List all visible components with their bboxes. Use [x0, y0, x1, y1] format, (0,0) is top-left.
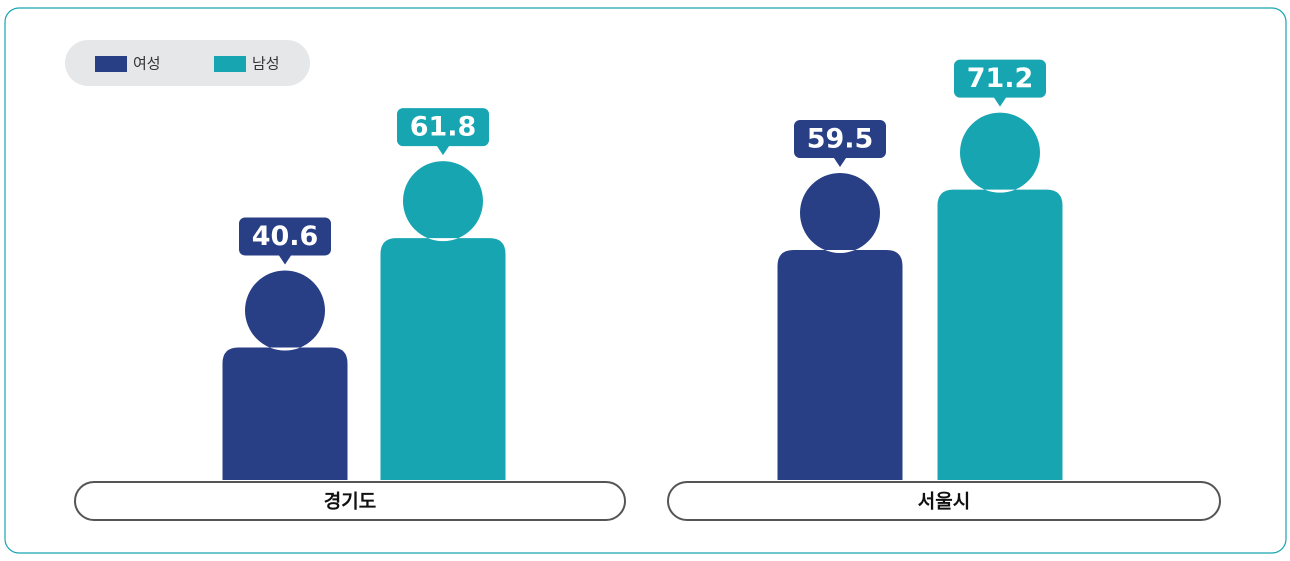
category-label: 서울시	[918, 491, 970, 513]
figure-bar	[222, 270, 348, 480]
value-bubble	[239, 217, 331, 265]
value-label: 61.8	[410, 112, 477, 143]
frame	[4, 7, 1287, 554]
value-label: 40.6	[252, 221, 319, 252]
legend-label: 여성	[133, 55, 161, 73]
value-bubble	[794, 119, 886, 167]
value-label: 59.5	[807, 123, 874, 154]
category-pill	[74, 481, 626, 521]
legend-label: 남성	[252, 55, 280, 73]
figure-bar	[937, 112, 1063, 480]
legend-swatch	[214, 56, 246, 72]
legend-box	[65, 40, 310, 86]
value-label: 71.2	[967, 63, 1034, 94]
category-pill	[667, 481, 1221, 521]
legend-swatch	[95, 56, 127, 72]
category-label: 경기도	[324, 491, 376, 513]
figure-bar	[777, 172, 903, 480]
figure-bar	[380, 161, 506, 480]
value-bubble	[954, 59, 1046, 107]
value-bubble	[397, 108, 489, 156]
